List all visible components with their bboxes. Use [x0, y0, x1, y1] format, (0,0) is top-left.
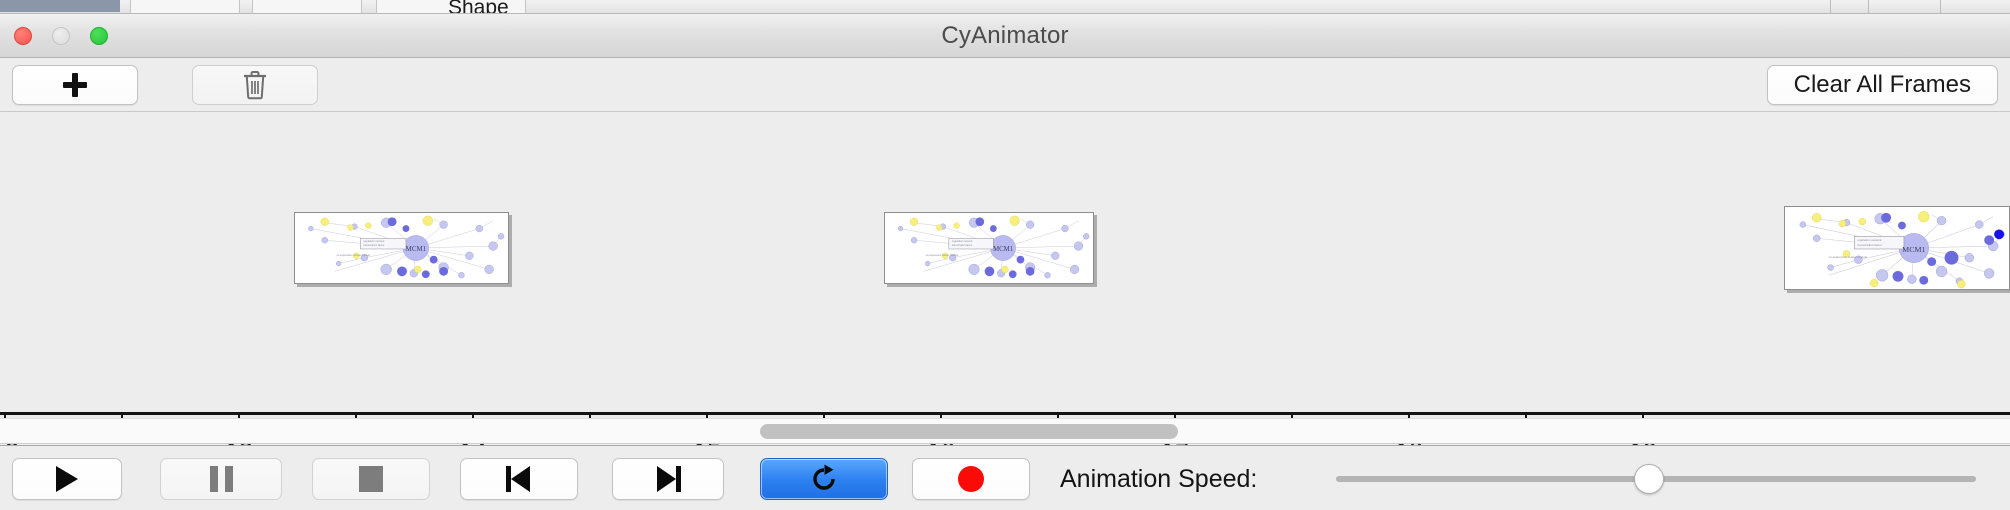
background-window-sidebar — [0, 0, 120, 12]
svg-text:transcription factor: transcription factor — [1857, 243, 1881, 247]
svg-text:regulation network: regulation network — [363, 239, 385, 243]
plus-icon — [63, 73, 87, 97]
toolbar: Clear All Frames — [0, 58, 2010, 112]
pause-icon — [209, 466, 233, 492]
animation-speed-label: Animation Speed: — [1060, 465, 1258, 493]
timeline-frame-1[interactable]: regulation network transcription factor … — [294, 212, 509, 284]
title-bar: CyAnimator — [0, 14, 2010, 58]
pause-button[interactable] — [160, 458, 282, 500]
frame-thumbnail-network: regulation network transcription factor … — [295, 213, 508, 283]
maximize-button[interactable] — [90, 27, 108, 45]
slider-thumb[interactable] — [1634, 464, 1664, 494]
skip-back-icon — [506, 466, 532, 492]
timeline-scrollbar-thumb[interactable] — [760, 424, 1178, 439]
svg-text:MCM1: MCM1 — [1902, 245, 1925, 254]
background-notch-3 — [1940, 0, 1941, 13]
svg-text:transcription factor: transcription factor — [952, 244, 973, 247]
add-frame-button[interactable] — [12, 65, 138, 105]
background-window-label: Shape — [448, 0, 509, 14]
background-tab-3 — [376, 0, 526, 13]
skip-back-button[interactable] — [460, 458, 578, 500]
svg-text:co-expression cluster module: co-expression cluster module — [337, 253, 371, 257]
close-button[interactable] — [14, 27, 32, 45]
window-title: CyAnimator — [941, 22, 1069, 49]
svg-text:MCM1: MCM1 — [993, 246, 1013, 253]
stop-button[interactable] — [312, 458, 430, 500]
background-tab-1 — [130, 0, 240, 13]
background-notch-2 — [1868, 0, 1869, 13]
svg-text:transcription factor: transcription factor — [363, 243, 384, 247]
svg-text:regulation network: regulation network — [1857, 238, 1882, 242]
loop-button[interactable] — [760, 458, 888, 500]
playback-controls: Animation Speed: — [0, 445, 2010, 510]
record-button[interactable] — [912, 458, 1030, 500]
timeline-scrollbar[interactable] — [0, 418, 2010, 444]
ruler-baseline — [0, 412, 2010, 415]
trash-icon — [244, 71, 266, 100]
svg-text:regulation network: regulation network — [952, 240, 973, 243]
svg-text:co-expression cluster module: co-expression cluster module — [926, 254, 959, 257]
svg-text:MCM1: MCM1 — [406, 246, 427, 253]
delete-frame-button[interactable] — [192, 65, 318, 105]
play-icon — [56, 466, 78, 492]
background-window-strip: Shape — [0, 0, 2010, 14]
animation-speed-slider[interactable] — [1336, 458, 1976, 500]
frame-thumbnail-network: regulation network transcription factor … — [1785, 207, 2009, 289]
loop-icon — [813, 464, 835, 490]
background-notch-1 — [1830, 0, 1831, 13]
play-button[interactable] — [12, 458, 122, 500]
timeline-panel[interactable]: regulation network transcription factor … — [0, 112, 2010, 412]
timeline-frame-3[interactable]: regulation network transcription factor … — [1784, 206, 2010, 290]
clear-all-frames-button[interactable]: Clear All Frames — [1766, 65, 1998, 105]
svg-text:co-expression cluster module: co-expression cluster module — [1829, 255, 1868, 259]
skip-forward-button[interactable] — [612, 458, 724, 500]
minimize-button[interactable] — [52, 27, 70, 45]
record-icon — [958, 466, 984, 492]
frame-thumbnail-network: regulation network transcription factor … — [885, 213, 1093, 283]
background-tab-2 — [252, 0, 362, 13]
skip-forward-icon — [655, 466, 681, 492]
stop-icon — [359, 466, 383, 492]
timeline-frame-2[interactable]: regulation network transcription factor … — [884, 212, 1094, 284]
